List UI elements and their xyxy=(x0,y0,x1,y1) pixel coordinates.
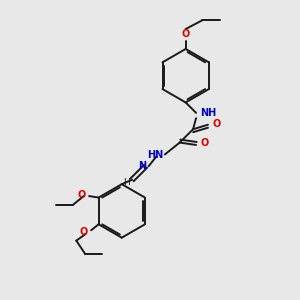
Text: O: O xyxy=(212,119,221,129)
Text: H: H xyxy=(123,178,130,187)
Text: HN: HN xyxy=(147,150,164,160)
Text: O: O xyxy=(80,227,88,237)
Text: NH: NH xyxy=(200,108,216,118)
Text: O: O xyxy=(77,190,86,200)
Text: O: O xyxy=(182,28,190,38)
Text: O: O xyxy=(200,139,208,148)
Text: N: N xyxy=(138,161,146,171)
